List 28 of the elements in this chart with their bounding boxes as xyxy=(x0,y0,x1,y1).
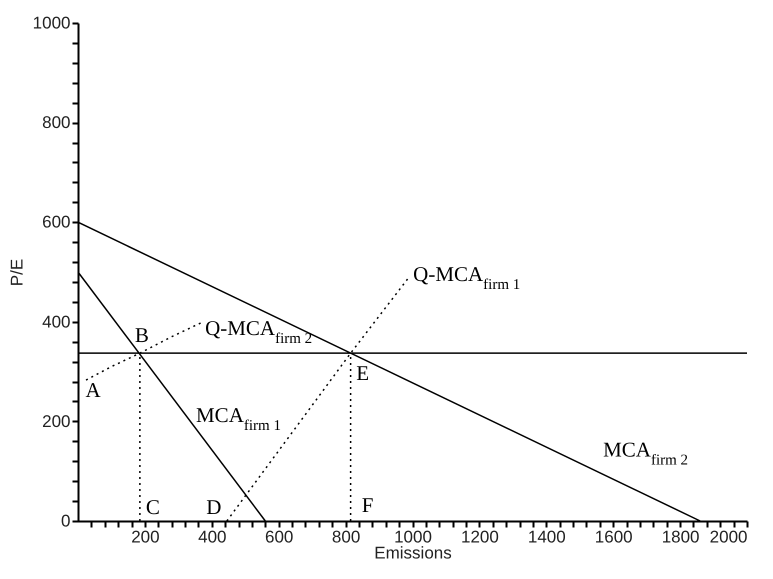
x-tick-label: 1800 xyxy=(662,528,700,546)
annotation: D xyxy=(206,495,222,519)
x-tick-label: 600 xyxy=(265,528,294,546)
y-tick-label: 200 xyxy=(42,412,70,431)
x-tick-label: 400 xyxy=(198,528,226,546)
annotation: C xyxy=(146,495,160,519)
series-label: MCA$_{firm 1}$ xyxy=(196,402,281,434)
annotation: E xyxy=(356,361,370,386)
series-label: MCA$_{firm 2}$ xyxy=(603,437,688,468)
y-tick-label: 1000 xyxy=(32,14,70,32)
x-tick-label: 1600 xyxy=(594,528,633,546)
x-tick-label: 1200 xyxy=(460,528,499,546)
y-tick-label: 0 xyxy=(61,512,70,530)
y-tick-label: 400 xyxy=(42,312,70,332)
y-axis-title: P/E xyxy=(8,258,27,286)
x-tick-label: 800 xyxy=(332,528,360,546)
x-tick-label: 2000 xyxy=(710,528,748,546)
x-tick-label: 1000 xyxy=(394,528,432,546)
series-label: Q-MCA$_{firm 1}$ xyxy=(413,262,520,293)
y-tick-label: 800 xyxy=(42,113,70,132)
series-label: Q-MCA$_{firm 2}$ xyxy=(205,316,312,347)
x-tick-label: 1400 xyxy=(528,528,566,546)
y-tick-label: 600 xyxy=(42,212,70,232)
x-axis-title: Emissions xyxy=(374,544,452,562)
annotation: B xyxy=(134,323,149,348)
annotation: A xyxy=(85,378,102,402)
x-tick-label: 200 xyxy=(131,528,160,546)
annotation: F xyxy=(362,493,374,517)
